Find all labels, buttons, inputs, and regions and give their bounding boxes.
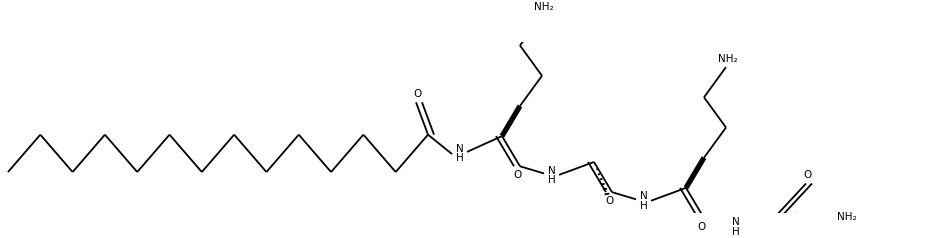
Text: N: N [731, 217, 739, 227]
Text: N: N [456, 144, 464, 154]
Text: N: N [548, 166, 555, 176]
Text: NH₂: NH₂ [534, 2, 553, 12]
Text: N: N [640, 191, 647, 201]
Text: H: H [640, 201, 647, 211]
Text: O: O [697, 222, 705, 232]
Text: O: O [514, 170, 522, 180]
Text: O: O [413, 89, 422, 99]
Text: H: H [456, 153, 464, 163]
Text: H: H [548, 175, 555, 185]
Text: O: O [605, 196, 614, 206]
Text: NH₂: NH₂ [836, 212, 856, 222]
Text: H: H [731, 227, 739, 237]
Text: NH₂: NH₂ [717, 54, 737, 64]
Text: O: O [803, 170, 811, 180]
